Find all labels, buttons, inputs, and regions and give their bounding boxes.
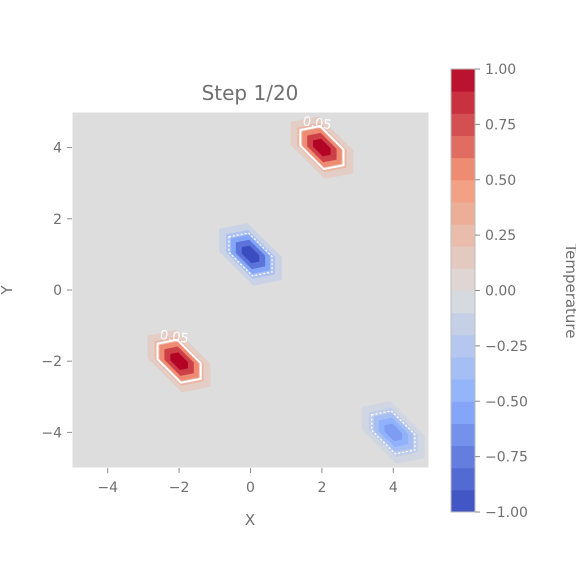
colorbar-tick-label: −0.50	[485, 394, 528, 410]
x-axis-label: X	[245, 511, 255, 529]
heat-contour-fill	[241, 245, 260, 264]
colorbar-band	[451, 401, 475, 424]
colorbar-label: Temperature	[562, 242, 576, 338]
colorbar-band	[451, 69, 475, 92]
colorbar-band	[451, 489, 475, 513]
heat-source-4	[361, 401, 425, 464]
y-tick-label: −4	[41, 425, 62, 441]
colorbar-tick-label: 0.25	[485, 228, 516, 244]
colorbar-band	[451, 135, 475, 159]
colorbar-tick-label: 0.75	[485, 117, 516, 133]
heat-contour-fill	[313, 138, 331, 157]
colorbar-tick-label: −0.75	[485, 450, 528, 466]
x-tick-label: 4	[389, 480, 398, 496]
heat-source-2	[219, 223, 282, 286]
colorbar-band	[451, 445, 475, 469]
contour-line	[371, 410, 416, 455]
colorbar-tick-label: 1.00	[485, 62, 516, 78]
colorbar-band	[451, 467, 475, 491]
colorbar-band	[451, 201, 475, 225]
colorbar-band	[451, 334, 475, 358]
y-tick-label: 4	[53, 141, 62, 157]
colorbar-band	[451, 113, 475, 136]
colorbar-band	[451, 91, 475, 114]
colorbar-band	[451, 179, 475, 203]
x-tick-label: −2	[169, 480, 190, 496]
chart-title: Step 1/20	[202, 81, 299, 105]
colorbar-band	[451, 268, 475, 291]
x-axis: −4 −2 0 2 4	[97, 468, 398, 496]
contour-label: 0.05	[159, 328, 190, 347]
x-tick-label: 2	[317, 480, 326, 496]
x-tick-label: 0	[246, 480, 255, 496]
colorbar-band	[451, 423, 475, 447]
heat-source-3: 0.05	[147, 328, 211, 393]
colorbar-band	[451, 157, 475, 181]
contour-line	[228, 232, 273, 277]
colorbar-tick-label: −1.00	[485, 505, 528, 521]
contour-label: 0.05	[302, 114, 333, 133]
contour-line	[156, 338, 202, 384]
colorbar-band	[451, 246, 475, 269]
colorbar-band	[451, 379, 475, 402]
colorbar-tick-label: 0.00	[485, 284, 516, 300]
heat-contour-fill	[170, 352, 188, 370]
colorbar-band	[451, 224, 475, 247]
y-tick-label: 0	[53, 283, 62, 299]
colorbar-band	[451, 290, 475, 314]
colorbar-band	[451, 312, 475, 336]
colorbar: 1.00 0.75 0.50 0.25 0.00 −0.25 −0.50 −0.75 −1.00	[450, 62, 528, 521]
plot-area: 0.05 0.05	[71, 111, 430, 469]
colorbar-tick-label: −0.25	[485, 339, 528, 355]
contour-line	[299, 125, 345, 171]
heat-source-1: 0.05	[290, 114, 354, 179]
x-tick-label: −4	[97, 480, 118, 496]
y-tick-label: −2	[41, 354, 62, 370]
y-axis: −4 −2 0 2 4	[41, 141, 72, 441]
colorbar-band	[451, 356, 475, 380]
y-tick-label: 2	[53, 212, 62, 228]
colorbar-tick-label: 0.50	[485, 173, 516, 189]
heat-contour-fill	[384, 423, 403, 442]
y-axis-label: Y	[0, 285, 16, 296]
